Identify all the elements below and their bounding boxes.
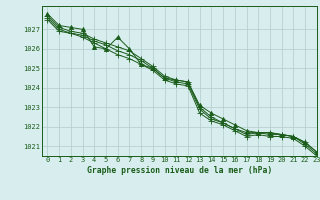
X-axis label: Graphe pression niveau de la mer (hPa): Graphe pression niveau de la mer (hPa) — [87, 166, 272, 175]
